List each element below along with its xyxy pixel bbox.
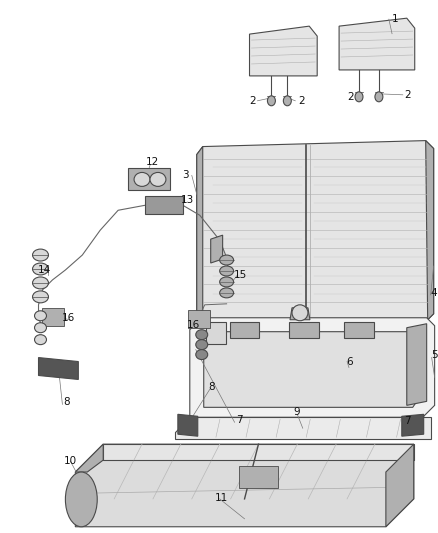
Text: 9: 9 — [293, 407, 300, 417]
Ellipse shape — [150, 173, 166, 187]
Polygon shape — [128, 168, 170, 190]
Polygon shape — [197, 141, 434, 320]
Ellipse shape — [32, 249, 49, 261]
Polygon shape — [211, 235, 223, 263]
Ellipse shape — [35, 335, 46, 345]
Bar — [290, 322, 319, 338]
Ellipse shape — [219, 288, 233, 298]
Polygon shape — [386, 444, 414, 527]
Ellipse shape — [32, 291, 49, 303]
Ellipse shape — [32, 277, 49, 289]
Text: 2: 2 — [348, 92, 354, 102]
Polygon shape — [190, 318, 434, 417]
Ellipse shape — [32, 263, 49, 275]
Polygon shape — [402, 414, 424, 436]
Polygon shape — [103, 444, 414, 460]
Polygon shape — [75, 444, 103, 472]
Text: 7: 7 — [404, 416, 411, 426]
Polygon shape — [250, 26, 317, 76]
Text: 2: 2 — [404, 90, 411, 100]
Ellipse shape — [65, 472, 97, 527]
Ellipse shape — [355, 92, 363, 102]
Polygon shape — [197, 147, 203, 320]
Ellipse shape — [292, 305, 308, 321]
Polygon shape — [206, 322, 226, 344]
Bar — [230, 322, 259, 338]
Text: 16: 16 — [62, 313, 75, 323]
Text: 2: 2 — [249, 96, 256, 106]
Polygon shape — [145, 196, 183, 214]
Polygon shape — [426, 141, 434, 320]
Text: 15: 15 — [234, 270, 247, 280]
Polygon shape — [39, 358, 78, 379]
Polygon shape — [339, 18, 415, 70]
Text: 14: 14 — [38, 265, 51, 275]
Ellipse shape — [196, 350, 208, 360]
Text: 1: 1 — [392, 14, 398, 24]
Polygon shape — [75, 444, 414, 527]
Text: 3: 3 — [183, 171, 189, 181]
Text: 11: 11 — [215, 493, 228, 503]
Ellipse shape — [219, 255, 233, 265]
Text: 16: 16 — [187, 320, 201, 330]
Ellipse shape — [134, 173, 150, 187]
Text: 13: 13 — [181, 195, 194, 205]
Text: 8: 8 — [63, 398, 70, 407]
Polygon shape — [175, 417, 431, 439]
Text: 8: 8 — [208, 382, 215, 392]
Ellipse shape — [375, 92, 383, 102]
Polygon shape — [290, 308, 310, 320]
Ellipse shape — [196, 340, 208, 350]
Text: 6: 6 — [347, 357, 353, 367]
Polygon shape — [204, 332, 421, 407]
Text: 12: 12 — [145, 157, 159, 167]
Text: 10: 10 — [64, 456, 77, 466]
Bar — [42, 308, 64, 326]
Text: 2: 2 — [298, 96, 304, 106]
Ellipse shape — [196, 330, 208, 340]
Ellipse shape — [35, 323, 46, 333]
Text: 5: 5 — [431, 350, 438, 360]
Bar — [188, 310, 210, 328]
Text: 7: 7 — [236, 415, 243, 425]
Polygon shape — [407, 324, 427, 405]
Bar — [239, 466, 279, 488]
Bar — [344, 322, 374, 338]
Ellipse shape — [268, 96, 276, 106]
Polygon shape — [178, 414, 198, 436]
Ellipse shape — [283, 96, 291, 106]
Ellipse shape — [219, 266, 233, 276]
Ellipse shape — [219, 277, 233, 287]
Text: 4: 4 — [430, 288, 437, 298]
Ellipse shape — [35, 311, 46, 321]
